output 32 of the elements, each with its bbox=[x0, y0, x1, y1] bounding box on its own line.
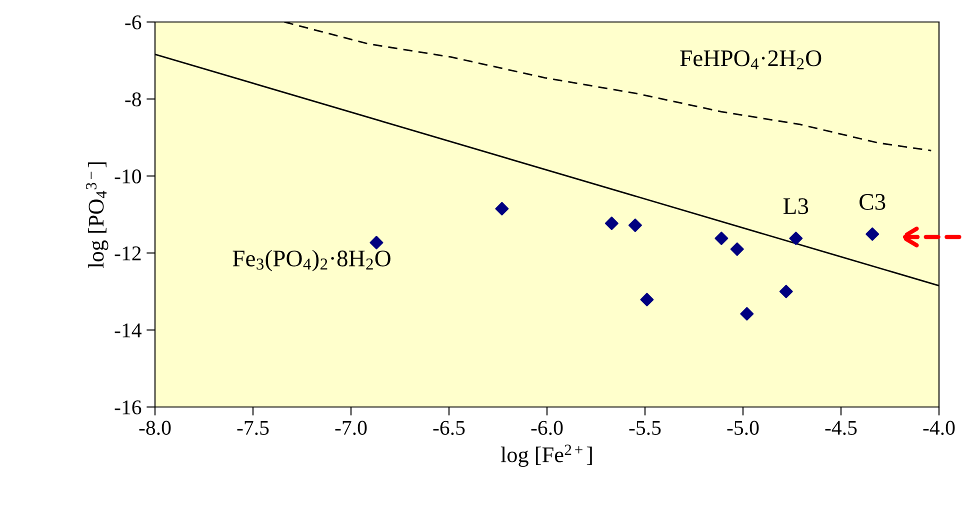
point bbox=[714, 232, 728, 246]
y-tick-label: -6 bbox=[125, 15, 142, 30]
x-tick-label: -7.0 bbox=[335, 420, 367, 435]
x-tick-label: -4.0 bbox=[923, 420, 955, 435]
x-tick-label: -7.5 bbox=[237, 421, 269, 435]
y-tick-label: -8 bbox=[125, 92, 142, 106]
x-tick-label: -6.5 bbox=[433, 420, 465, 435]
text: Fe$_{3}$(PO$_{4}$)$_{2}$·8H$_{2}$O bbox=[232, 250, 390, 272]
y-tick-label: -12 bbox=[114, 246, 141, 260]
point bbox=[604, 216, 618, 230]
point bbox=[740, 307, 754, 321]
y-tick-label: -16 bbox=[114, 400, 142, 414]
annotation: FeHPO$_{4}$·2H$_{2}$O bbox=[680, 50, 822, 70]
y-tick-label: -10 bbox=[114, 169, 142, 184]
point bbox=[789, 232, 803, 246]
point bbox=[779, 284, 793, 298]
point bbox=[495, 202, 509, 216]
x-tick-label: -8.0 bbox=[139, 420, 171, 435]
x-tick-label: -6.0 bbox=[531, 420, 563, 435]
point bbox=[640, 292, 654, 306]
x-tick-label: -5.0 bbox=[727, 420, 759, 435]
x-tick-label: -5.5 bbox=[629, 421, 661, 435]
y-tick-label: -14 bbox=[114, 323, 142, 338]
point bbox=[730, 242, 744, 256]
annotation: C3 bbox=[860, 194, 886, 210]
x-axis-title: log [Fe$^{2+}$] bbox=[500, 444, 592, 467]
point bbox=[866, 227, 880, 241]
annotation: L3 bbox=[783, 198, 808, 214]
point bbox=[370, 236, 384, 250]
point bbox=[628, 218, 642, 232]
x-tick-label: -4.5 bbox=[825, 420, 857, 435]
y-axis-title: log [PO$_{4}$$^{3−}$] bbox=[86, 162, 108, 268]
